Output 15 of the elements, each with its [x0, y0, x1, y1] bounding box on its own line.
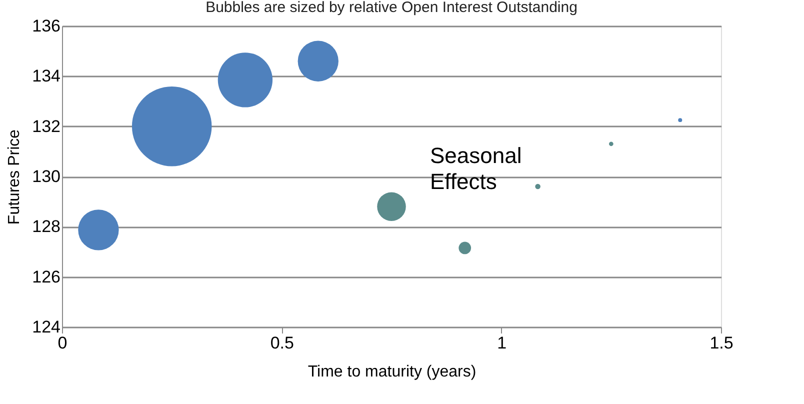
chart-title: Bubbles are sized by relative Open Interest Outstanding	[206, 0, 578, 16]
y-tick-label: 136	[32, 16, 60, 36]
y-tick-label: 130	[32, 167, 60, 186]
x-tick-label: 0.5	[270, 334, 294, 352]
annotation: Seasonal Effects	[430, 143, 522, 194]
y-tick-label: 132	[32, 116, 60, 136]
x-axis-title: Time to maturity (years)	[308, 364, 476, 380]
x-tick-label: 0	[58, 334, 68, 352]
y-tick-label: 128	[32, 217, 60, 236]
x-tick-label: 1.5	[710, 334, 734, 352]
x-tick-label: 1	[497, 334, 507, 352]
y-axis-title: Futures Price	[6, 129, 24, 225]
y-tick-label: 134	[32, 66, 60, 86]
y-tick-label: 126	[32, 267, 60, 286]
y-tick-label: 124	[32, 318, 60, 336]
